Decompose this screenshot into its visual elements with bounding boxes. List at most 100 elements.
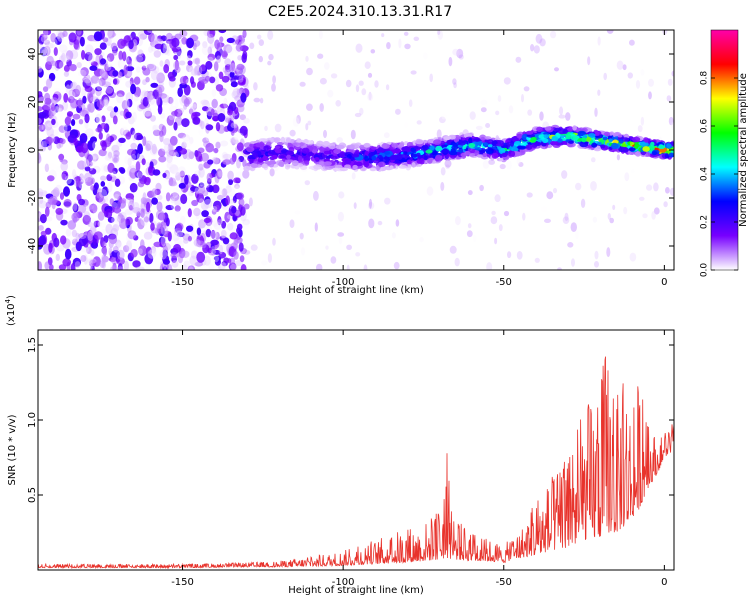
heatmap-cell [279,155,285,159]
heatmap-cell [140,208,145,219]
heatmap-cell [444,87,449,98]
heatmap-cell [466,230,473,238]
heatmap-cell [228,262,237,270]
heatmap-cell [196,193,205,203]
heatmap-cell [137,248,143,255]
heatmap-cell [144,263,151,270]
heatmap-cell [56,244,65,252]
heatmap-cell [80,67,89,77]
x-tick-label: -100 [332,577,355,588]
heatmap-cell [72,113,81,120]
heatmap-cell [286,164,291,168]
heatmap-cell [352,164,358,170]
heatmap-cell [339,151,346,158]
heatmap-cell [125,99,130,110]
heatmap-cell [68,90,76,100]
heatmap-cell [39,235,47,246]
heatmap-cell [518,162,524,167]
heatmap-cell [104,155,111,161]
x-tick-label: -50 [496,277,512,288]
heatmap-cell [67,96,75,104]
heatmap-cell [162,172,167,178]
heatmap-cell [565,134,572,140]
heatmap-cell [205,124,214,131]
heatmap-cell [630,93,636,102]
heatmap-cell [220,140,229,147]
heatmap-cell [591,157,596,163]
heatmap-cell [231,206,237,214]
heatmap-cell [170,196,176,204]
heatmap-cell [190,250,198,259]
heatmap-cell [105,86,114,94]
heatmap-cell [335,100,342,107]
heatmap-cell [606,247,611,258]
heatmap-cell [107,31,117,38]
heatmap-cell [249,158,254,165]
heatmap-cell [616,154,621,161]
heatmap-cell [136,66,141,73]
heatmap-cell [176,222,184,231]
heatmap-cell [230,139,239,145]
heatmap-cell [84,85,93,93]
heatmap-cell [119,167,126,174]
heatmap-cell [664,153,670,159]
heatmap-cell [114,206,121,215]
heatmap-cell [224,64,231,70]
heatmap-cell [95,113,102,123]
heatmap-cell [319,103,325,112]
heatmap-cell [367,202,375,210]
spectrogram-x-label: Height of straight line (km) [288,285,424,296]
snr-multiplier-exp: 4 [4,298,12,303]
heatmap-cell [271,154,278,160]
colorbar-label: Normalized spectral amplitude [738,73,749,227]
heatmap-cell [132,260,141,268]
heatmap-cell [648,78,654,87]
heatmap-cell [346,153,352,159]
heatmap-cell [306,103,313,111]
heatmap-cell [454,257,460,267]
heatmap-cell [286,154,291,160]
heatmap-cell [307,120,312,126]
heatmap-cell [183,238,189,244]
heatmap-cell [125,131,132,140]
heatmap-cell [125,208,131,215]
heatmap-cell [116,90,125,98]
heatmap-cell [228,178,234,186]
heatmap-cell [63,186,70,197]
heatmap-cell [346,244,352,250]
heatmap-cell [587,56,591,66]
heatmap-cell [517,145,527,150]
heatmap-cell [429,145,435,151]
heatmap-cell [71,229,77,238]
heatmap-cell [388,162,396,166]
heatmap-cell [97,221,102,227]
heatmap-cell [516,157,521,165]
spectrogram-x-axis: -150 -100 -50 0 [171,30,668,288]
heatmap-cell [305,123,309,131]
heatmap-cell [527,109,533,116]
heatmap-cell [38,200,47,209]
heatmap-cell [242,30,247,39]
heatmap-cell [76,62,82,68]
heatmap-cell [71,119,76,126]
heatmap-cell [408,99,413,107]
heatmap-cell [632,136,641,143]
heatmap-cell [646,184,653,191]
heatmap-cell [198,198,204,207]
heatmap-cell [136,211,141,218]
snr-multiplier: (x104) [4,295,17,326]
heatmap-cell [249,42,255,50]
heatmap-cell [104,195,111,202]
heatmap-cell [431,150,438,156]
heatmap-cell [594,261,599,268]
heatmap-cell [63,124,68,134]
heatmap-cell [151,246,156,254]
heatmap-cell [210,248,217,255]
heatmap-cell [194,187,199,194]
heatmap-cell [63,64,70,73]
heatmap-cell [571,258,575,267]
heatmap-cell [65,50,74,61]
heatmap-cell [138,170,143,179]
heatmap-cell [575,182,582,191]
heatmap-cell [406,159,412,165]
